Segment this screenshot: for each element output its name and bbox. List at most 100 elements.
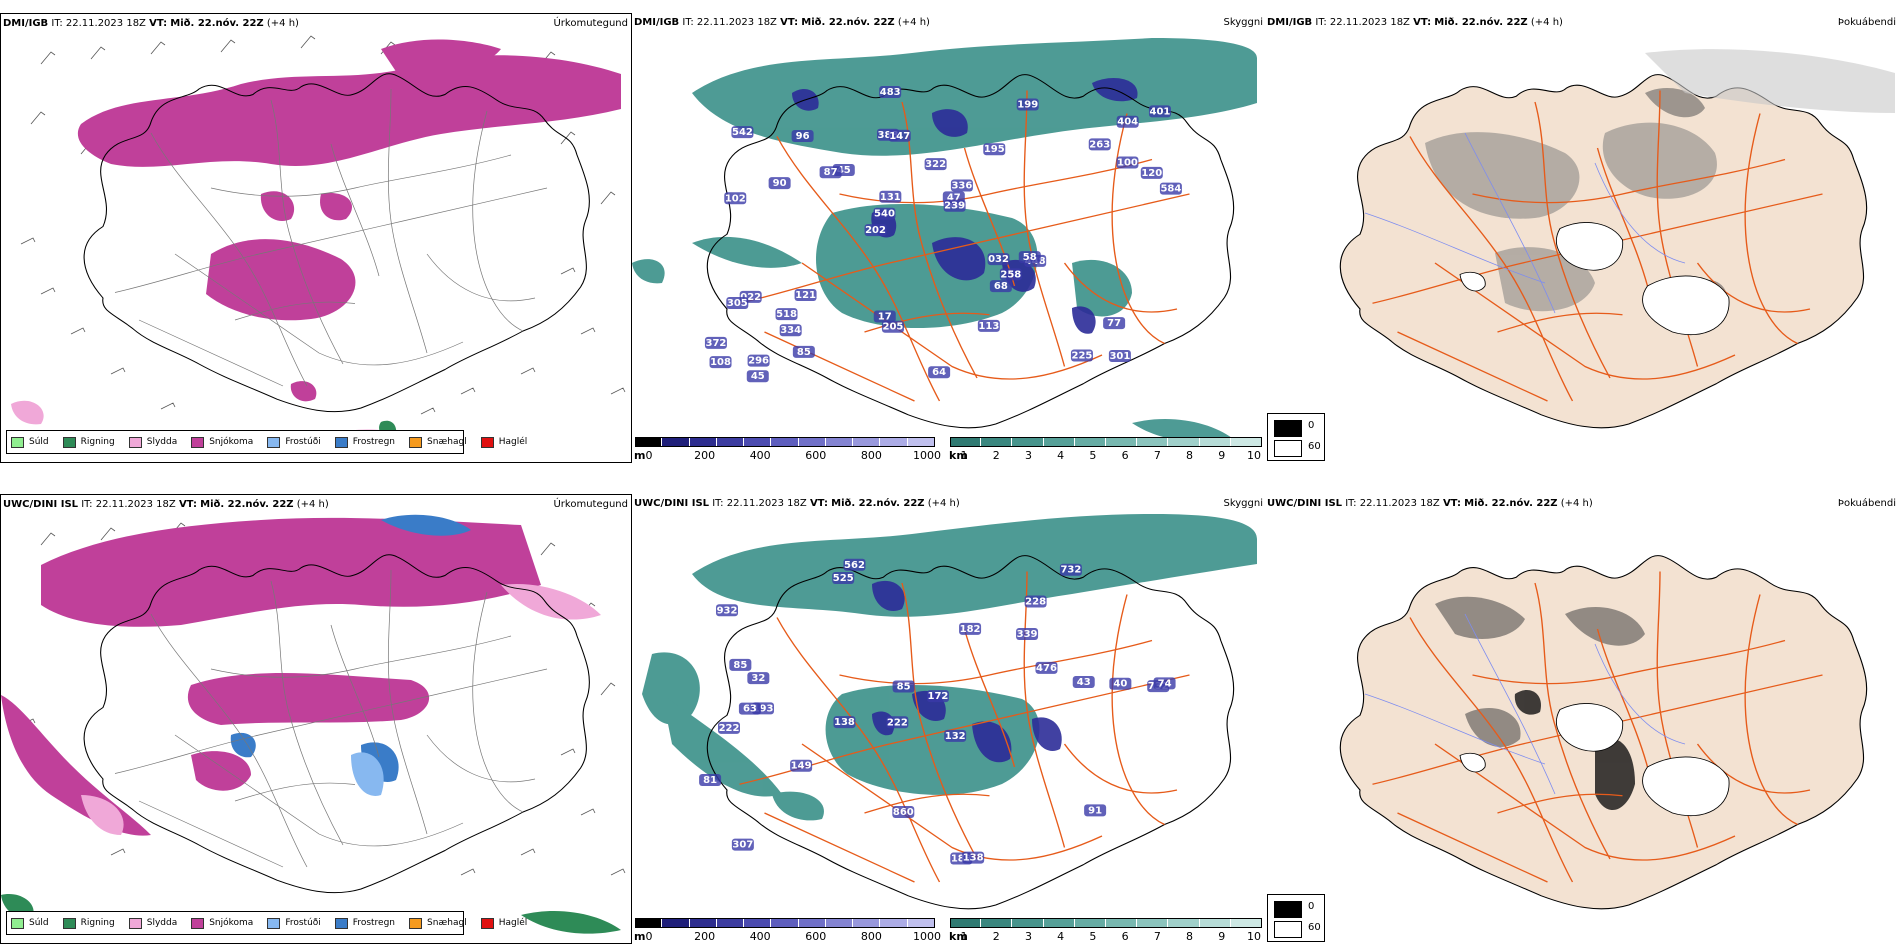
visibility-value: 022 <box>740 292 761 303</box>
visibility-value-bg <box>987 253 1010 266</box>
legend-swatch <box>480 436 494 448</box>
visibility-value: 74 <box>1158 678 1172 689</box>
visibility-value: 525 <box>833 573 854 584</box>
colorbar-segment <box>662 437 690 447</box>
legend-item: Súld <box>11 917 49 929</box>
visibility-value-bg <box>999 268 1022 281</box>
colorbar-segment <box>825 918 854 928</box>
visibility-value: 562 <box>844 560 865 571</box>
colorbar-tick-label: 2 <box>992 449 1000 462</box>
visibility-value-bg <box>1070 349 1093 362</box>
visibility-value: 100 <box>1117 157 1138 168</box>
visibility-value-bg <box>873 310 896 323</box>
visibility-value-bg <box>892 680 915 693</box>
visibility-value: 131 <box>880 192 901 203</box>
colorbar-unit: km <box>949 449 968 462</box>
visibility-value: 45 <box>837 165 851 176</box>
visibility-value: 96 <box>796 131 810 142</box>
colorbar-segment <box>1199 918 1231 928</box>
colorbar-tick-label: 200 <box>694 449 716 462</box>
colorbar-tick-label: 5 <box>1089 449 1097 462</box>
snow-areas <box>77 39 622 402</box>
colorbar-unit: m <box>634 449 646 462</box>
colorbar-segment <box>1074 437 1106 447</box>
visibility-value: 172 <box>928 691 949 702</box>
precip-type-panel-bottom: UWC/DINI ISL IT: 22.11.2023 18Z VT: Mið.… <box>0 494 632 944</box>
visibility-value-bg <box>819 166 842 179</box>
colorbar-tick-label: 4 <box>1057 930 1065 943</box>
visibility-value-bg <box>1116 115 1139 128</box>
colorbar-tick-label: 0 <box>645 930 653 943</box>
visibility-value: 205 <box>883 322 904 333</box>
visibility-value-bg <box>699 774 722 787</box>
colorbar-segment <box>981 437 1013 447</box>
panel-title: Þokuábendi <box>1837 498 1896 509</box>
visibility-value: 149 <box>791 761 812 772</box>
colorbar-segment <box>1199 437 1231 447</box>
visibility-value-bg <box>1108 349 1131 362</box>
visibility-value-bg <box>1148 105 1171 118</box>
visibility-value: 339 <box>1017 629 1038 640</box>
legend-item: Rigning <box>62 917 115 929</box>
colorbar-tick-label: 1 <box>960 449 968 462</box>
colorbar-tick-label: 4 <box>1057 449 1065 462</box>
legend-item: Snæhagl <box>409 436 467 448</box>
visibility-value: 932 <box>717 605 738 616</box>
visibility-value-bg <box>1088 138 1111 151</box>
visibility-value-bg <box>1035 661 1058 674</box>
visibility-value: 222 <box>887 717 908 728</box>
legend-item: Frostúði <box>267 917 321 929</box>
visibility-value: 77 <box>1107 318 1121 329</box>
visibility-colorbar-km: km 1 2 3 4 5 6 7 8 9 10 <box>949 918 1262 944</box>
visibility-value-bg <box>1153 677 1176 690</box>
colorbar-tick-label: 400 <box>749 449 771 462</box>
visibility-value-bg <box>1116 156 1139 169</box>
visibility-value-bg <box>792 345 815 358</box>
colorbar-segment <box>771 918 799 928</box>
legend-swatch <box>334 917 348 929</box>
run-info-header: DMI/IGB IT: 22.11.2023 18Z VT: Mið. 22.n… <box>3 18 299 29</box>
colorbar-segment <box>798 437 826 447</box>
colorbar-unit: m <box>634 930 646 943</box>
visibility-value: 732 <box>1060 565 1081 576</box>
colorbar-tick-label: 5 <box>1089 930 1097 943</box>
colorbar-tick-label: 6 <box>1121 930 1129 943</box>
visibility-value: 63 <box>743 704 757 715</box>
legend-item: Rigning <box>62 436 115 448</box>
fog-map <box>1339 554 1868 910</box>
colorbar-segment <box>1168 918 1200 928</box>
fog-swatch <box>1274 901 1302 918</box>
panel-title: Úrkomutegund <box>553 18 628 29</box>
visibility-value: 860 <box>893 807 914 818</box>
visibility-value-bg <box>731 126 754 139</box>
colorbar-segment <box>1043 437 1075 447</box>
visibility-value-bg <box>924 158 947 171</box>
legend-swatch <box>62 917 76 929</box>
colorbar-segment <box>950 437 982 447</box>
visibility-value: 91 <box>1088 805 1102 816</box>
colorbar-segment <box>880 437 908 447</box>
legend-swatch <box>409 436 423 448</box>
legend-item: Súld <box>11 436 49 448</box>
visibility-value-bg <box>738 702 761 715</box>
colorbar-segment <box>950 918 982 928</box>
visibility-value: 584 <box>1160 184 1181 195</box>
visibility-value: 301 <box>1109 351 1130 362</box>
visibility-value: 132 <box>945 731 966 742</box>
visibility-value-bg <box>747 354 770 367</box>
fog-swatch <box>1274 440 1302 457</box>
visibility-value: 147 <box>889 131 910 142</box>
visibility-map: 301 102 404 202 195 296 388 322 022 45 372 334 147 33… <box>632 38 1257 442</box>
visibility-value-bg <box>726 296 749 309</box>
visibility-value: 32 <box>751 673 765 684</box>
colorbar-tick-label: 600 <box>805 930 827 943</box>
fog-legend-bottom: 0 60 <box>1267 894 1325 942</box>
visibility-value-bg <box>1059 563 1082 576</box>
colorbar-tick-label: 6 <box>1121 449 1129 462</box>
precip-legend: Súld Rigning Slydda Snjókoma Frostúði Fr… <box>6 430 527 454</box>
visibility-value-bg <box>959 622 982 635</box>
run-info-header: DMI/IGB IT: 22.11.2023 18Z VT: Mið. 22.n… <box>634 17 930 28</box>
visibility-value: 225 <box>1071 351 1092 362</box>
visibility-value: 404 <box>1117 117 1138 128</box>
visibility-value: 120 <box>1141 168 1162 179</box>
